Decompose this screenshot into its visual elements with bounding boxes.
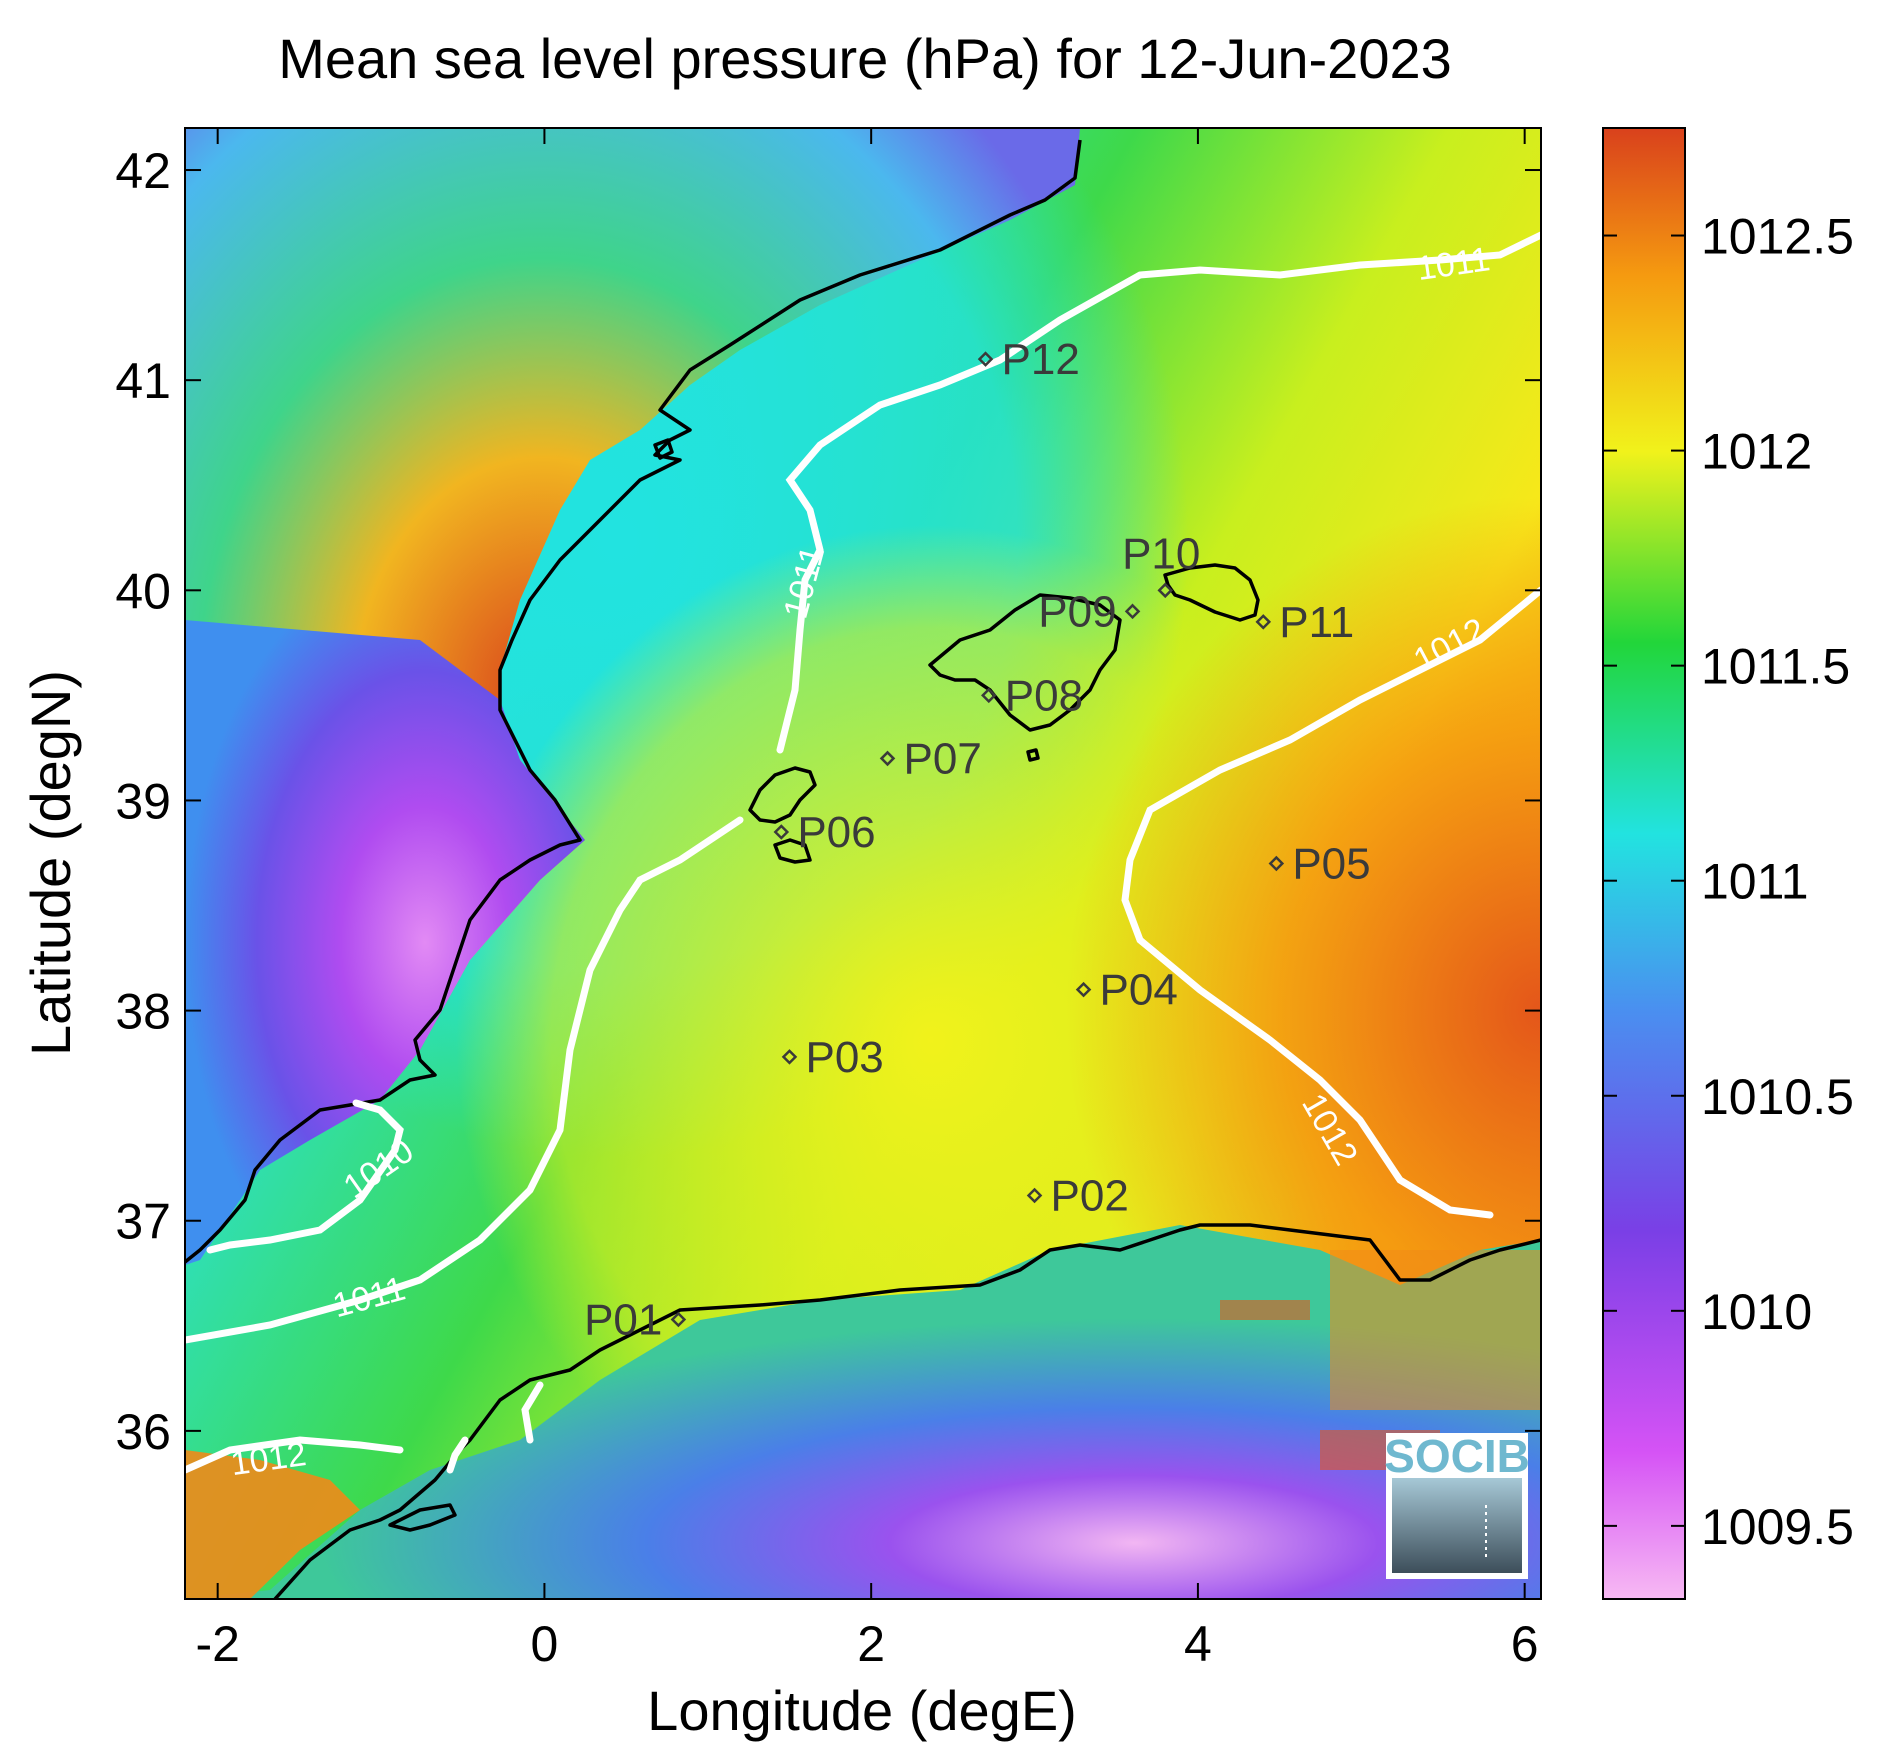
x-tick-label: 6 (1511, 1616, 1539, 1672)
point-label: P11 (1279, 598, 1354, 647)
y-axis: 36 37 38 39 40 41 42 (115, 143, 1541, 1460)
contour-1011-north (776, 231, 1541, 754)
contour-1012-fragment-a (446, 1436, 469, 1474)
contour-1012-fragment-b (521, 1381, 544, 1444)
figure-title: Mean sea level pressure (hPa) for 12-Jun… (278, 27, 1452, 90)
land-field-africa (185, 1225, 1541, 1599)
point-marker-icon (879, 750, 896, 767)
colorbar-tick-label: 1010 (1701, 1284, 1812, 1340)
x-axis: -2 0 2 4 6 (195, 128, 1539, 1672)
coastline-ibiza (748, 766, 817, 824)
point-marker-icon (781, 1049, 798, 1065)
point-label: P01 (584, 1296, 662, 1345)
contour-1012-south (185, 1436, 404, 1474)
coastline-alboran-island (388, 1503, 457, 1532)
colorbar-ticks: 1009.5 1010 1010.5 1011 1011.5 1012 1012.5 (1603, 209, 1854, 1555)
point-label: P05 (1292, 840, 1370, 889)
colorbar-tick-label: 1012 (1701, 424, 1812, 480)
colorbar-tick-label: 1011.5 (1701, 639, 1850, 695)
colorbar-tick-label: 1010.5 (1701, 1069, 1854, 1125)
y-tick-label: 42 (115, 143, 171, 199)
point-label: P08 (1005, 671, 1083, 720)
colorbar-gradient (1602, 127, 1686, 1600)
point-p07: P07 (879, 734, 982, 783)
colorbar-tick-label: 1011 (1701, 854, 1809, 910)
contour-1011-south (185, 816, 744, 1344)
point-p02: P02 (1026, 1172, 1129, 1221)
point-marker-icon (981, 687, 997, 704)
point-marker-icon (1075, 981, 1092, 998)
y-tick-label: 36 (115, 1404, 171, 1460)
x-axis-title: Longitude (degE) (647, 1679, 1077, 1742)
x-tick-label: -2 (195, 1616, 239, 1672)
contour-lines (185, 231, 1541, 1474)
coastline-group (185, 139, 1541, 1599)
map-plot-area: 1011 1011 1011 1010 1012 1012 1012 P01P0… (185, 128, 1541, 1599)
y-tick-label: 41 (115, 353, 171, 409)
point-marker-icon (1124, 603, 1141, 620)
contour-1012-east (1121, 586, 1541, 1219)
point-label: P04 (1100, 966, 1178, 1015)
point-label: P03 (805, 1033, 883, 1082)
point-label: P06 (797, 808, 875, 857)
colorbar-tick-label: 1009.5 (1701, 1499, 1854, 1555)
point-p10: P10 (1122, 529, 1200, 599)
point-p05: P05 (1268, 840, 1371, 889)
land-field-iberia-south (185, 620, 585, 1265)
point-label: P12 (1002, 335, 1080, 384)
point-marker-icon (1268, 855, 1285, 872)
y-tick-label: 39 (115, 773, 171, 829)
point-label: P09 (1038, 587, 1116, 636)
point-marker-icon (977, 351, 994, 367)
coastline-mallorca (928, 593, 1122, 732)
y-tick-label: 40 (115, 563, 171, 619)
coastline-africa (273, 1223, 1541, 1599)
colorbar-tick-label: 1012.5 (1701, 209, 1854, 265)
x-tick-label: 2 (857, 1616, 885, 1672)
point-marker-icon (1255, 614, 1272, 630)
y-tick-label: 38 (115, 984, 171, 1040)
point-p09: P09 (1038, 587, 1141, 636)
socib-logo-text: SOCIB (1384, 1430, 1530, 1482)
point-p11: P11 (1255, 598, 1354, 647)
point-marker-icon (1157, 582, 1174, 599)
plot-frame (184, 127, 1542, 1600)
coastline-columbretes (653, 438, 674, 460)
point-label: P10 (1122, 529, 1200, 578)
point-p06: P06 (773, 808, 876, 857)
x-tick-label: 0 (531, 1616, 559, 1672)
point-marker-icon (773, 824, 790, 840)
point-p03: P03 (781, 1033, 884, 1082)
point-marker-icon (670, 1311, 687, 1328)
point-label: P02 (1051, 1172, 1129, 1221)
y-axis-title: Latitude (degN) (19, 670, 82, 1056)
point-p04: P04 (1075, 966, 1178, 1015)
point-p08: P08 (981, 671, 1083, 720)
y-tick-label: 37 (115, 1194, 171, 1250)
socib-logo: SOCIB (1384, 1430, 1530, 1579)
point-p01: P01 (584, 1296, 687, 1345)
coastline-menorca (1163, 563, 1260, 622)
contour-1010 (206, 1099, 404, 1254)
point-marker-icon (1026, 1187, 1043, 1204)
coastline-formentera (773, 838, 812, 864)
coastline-cabrera (1026, 748, 1040, 762)
colorbar: 1009.5 1010 1010.5 1011 1011.5 1012 1012.5 (1602, 127, 1854, 1600)
point-label: P07 (904, 734, 982, 783)
coastline-iberia (185, 139, 1082, 1264)
x-tick-label: 4 (1184, 1616, 1212, 1672)
point-p12: P12 (977, 335, 1080, 384)
